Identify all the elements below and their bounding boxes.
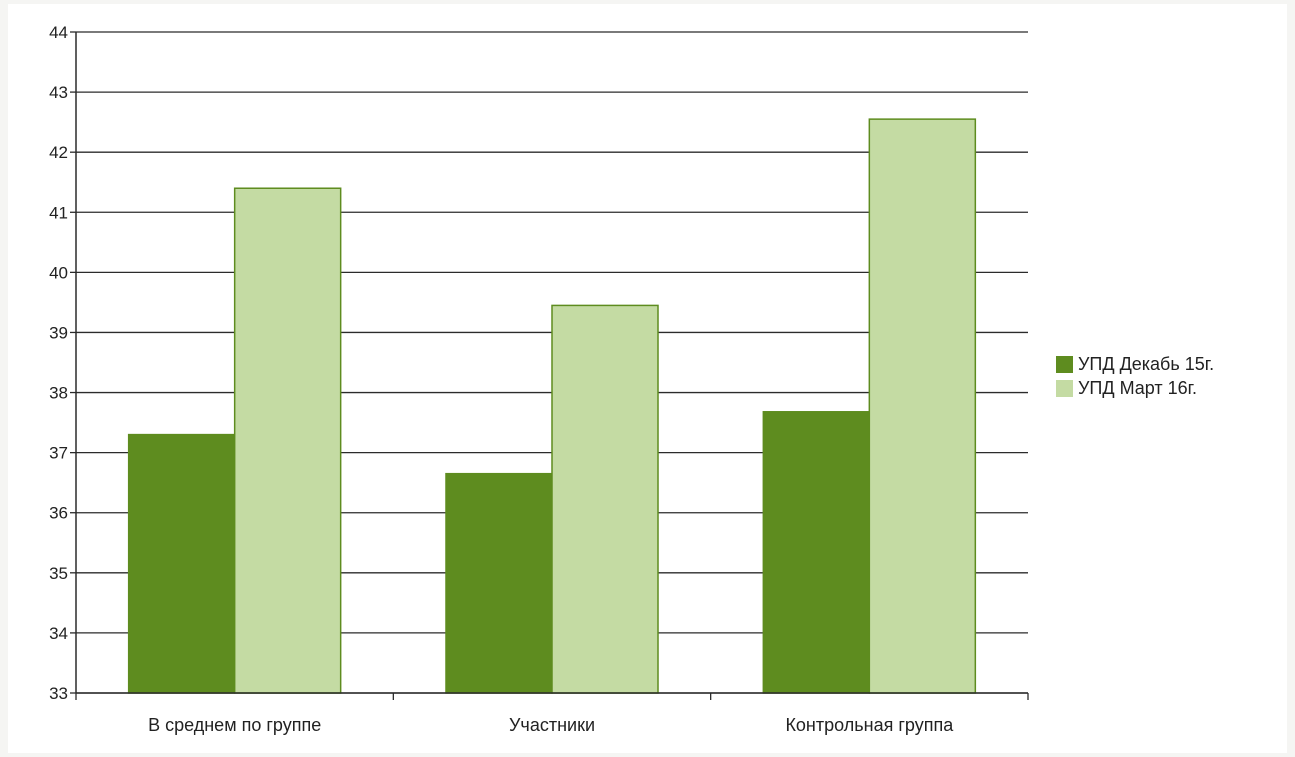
y-tick-label: 40 <box>49 263 68 282</box>
y-axis-tick-labels: 33 34 35 36 37 38 39 40 41 42 43 44 <box>49 23 68 703</box>
y-tick-label: 39 <box>49 323 68 342</box>
bar-mar-0 <box>233 187 342 694</box>
y-tick-label: 33 <box>49 684 68 703</box>
legend-label: УПД Март 16г. <box>1078 378 1197 398</box>
bar-mar-2 <box>868 118 977 694</box>
y-tick-label: 41 <box>49 203 68 222</box>
legend-swatch <box>1056 356 1073 373</box>
y-tick-label: 36 <box>49 504 68 523</box>
y-tick-label: 37 <box>49 444 68 463</box>
bar-dec-1 <box>445 472 553 694</box>
y-tick-label: 35 <box>49 564 68 583</box>
x-axis-category-labels: В среднем по группе Участники Контрольная … <box>148 715 954 735</box>
legend-label: УПД Декабь 15г. <box>1078 354 1214 374</box>
x-category-label: В среднем по группе <box>148 715 321 735</box>
bar-mar-1 <box>551 304 659 694</box>
bars <box>127 118 977 694</box>
chart-panel: 33 34 35 36 37 38 39 40 41 42 43 44 В среднем по гр… <box>8 4 1287 753</box>
y-tick-label: 43 <box>49 83 68 102</box>
legend-swatch <box>1056 380 1073 397</box>
x-category-label: Участники <box>509 715 595 735</box>
bar-dec-0 <box>127 433 236 694</box>
legend: УПД Декабь 15г. УПД Март 16г. <box>1056 354 1214 398</box>
bar-chart: 33 34 35 36 37 38 39 40 41 42 43 44 В среднем по гр… <box>49 23 1214 735</box>
x-category-label: Контрольная группа <box>785 715 954 735</box>
bar-dec-2 <box>762 411 871 694</box>
y-tick-label: 44 <box>49 23 68 42</box>
axes <box>70 31 1029 700</box>
y-tick-label: 34 <box>49 624 68 643</box>
y-tick-label: 42 <box>49 143 68 162</box>
y-tick-label: 38 <box>49 384 68 403</box>
